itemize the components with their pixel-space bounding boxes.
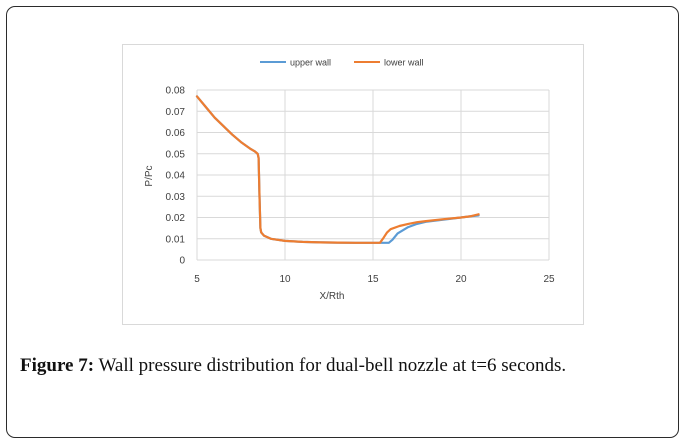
y-tick-label: 0.06 — [166, 128, 186, 139]
x-axis-label: X/Rth — [319, 291, 344, 302]
series-line-lower-wall — [195, 95, 480, 244]
x-tick-labels: 5 10 15 20 25 — [194, 274, 555, 285]
caption-text: Wall pressure distribution for dual-bell… — [94, 355, 567, 376]
x-tick-label: 15 — [367, 274, 379, 285]
caption-label: Figure 7: — [20, 355, 95, 376]
gridlines — [196, 89, 550, 261]
x-tick-label: 25 — [543, 274, 555, 285]
legend: upper wall lower wall — [260, 58, 424, 68]
y-tick-label: 0.02 — [166, 213, 186, 224]
y-tick-label: 0.04 — [166, 171, 186, 182]
y-tick-label: 0.03 — [166, 192, 186, 203]
y-axis-label: P/Pc — [144, 165, 155, 186]
series-lines — [195, 95, 480, 244]
chart-container — [122, 44, 584, 325]
y-tick-labels: 0 0.01 0.02 0.03 0.04 0.05 0.06 0.07 0.08 — [166, 86, 186, 267]
y-tick-label: 0.05 — [166, 149, 186, 160]
y-tick-label: 0.01 — [166, 234, 186, 245]
legend-label: lower wall — [384, 58, 424, 68]
figure-caption: Figure 7: Wall pressure distribution for… — [20, 352, 666, 379]
x-tick-label: 20 — [455, 274, 467, 285]
y-tick-label: 0.08 — [166, 86, 186, 97]
x-tick-label: 10 — [279, 274, 291, 285]
y-tick-label: 0.07 — [166, 107, 186, 118]
legend-label: upper wall — [290, 58, 331, 68]
y-tick-label: 0 — [179, 256, 185, 267]
x-tick-label: 5 — [194, 274, 200, 285]
